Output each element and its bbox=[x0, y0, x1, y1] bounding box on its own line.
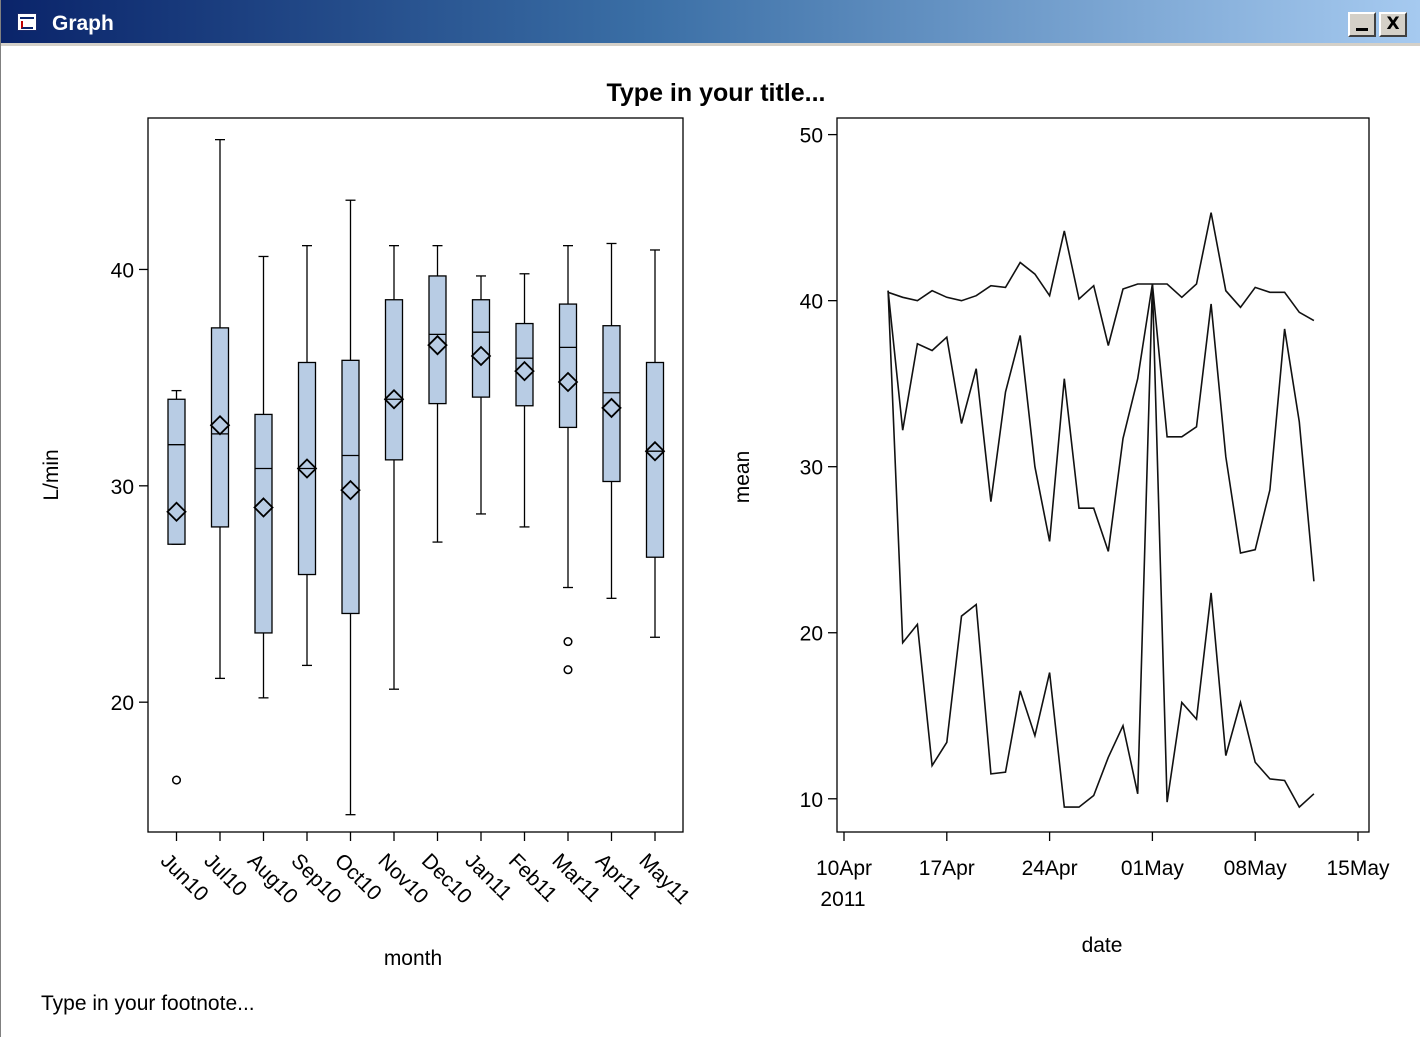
box-body bbox=[167, 398, 186, 545]
close-button[interactable]: X bbox=[1379, 12, 1407, 37]
window-titlebar[interactable]: Graph X bbox=[1, 0, 1420, 46]
line-chart-x-label: date bbox=[1082, 934, 1123, 957]
box-Jun10 bbox=[166, 389, 187, 785]
minimize-button[interactable] bbox=[1348, 12, 1376, 37]
box-body bbox=[254, 413, 273, 634]
mean-marker bbox=[470, 345, 492, 367]
x-tick-label: Mar11 bbox=[547, 849, 604, 906]
box-Mar11 bbox=[557, 245, 579, 675]
mean-marker bbox=[557, 371, 579, 393]
box-plot-y-axis: 20 30 40 bbox=[111, 259, 148, 715]
y-tick-label: 30 bbox=[111, 476, 134, 499]
y-tick-label: 40 bbox=[800, 291, 823, 314]
box-plot-x-label: month bbox=[384, 947, 442, 970]
y-tick-label: 20 bbox=[800, 623, 823, 646]
line-chart-marks bbox=[887, 212, 1315, 809]
series-line-3 bbox=[887, 283, 1315, 809]
box-plot-frame bbox=[147, 117, 684, 833]
box-plot-chart: 20 30 40 Jun10Jul10Aug10Sep10Oct10Nov10Dec… bbox=[40, 117, 694, 970]
box-Dec10 bbox=[427, 245, 448, 543]
mean-marker bbox=[644, 440, 666, 462]
x-tick-label: Apr11 bbox=[591, 849, 646, 904]
box-plot-marks bbox=[166, 138, 666, 816]
mean-marker bbox=[383, 388, 405, 410]
mean-marker bbox=[340, 479, 361, 501]
x-tick-label: 08May bbox=[1224, 857, 1288, 880]
box-Feb11 bbox=[514, 273, 535, 528]
graph-window-icon[interactable] bbox=[17, 13, 37, 31]
box-body bbox=[341, 359, 360, 615]
x-tick-sublabel: 2011 bbox=[820, 888, 865, 911]
outlier-point bbox=[563, 665, 573, 675]
x-tick-label: 24Apr bbox=[1022, 857, 1078, 880]
series-line-1 bbox=[887, 212, 1315, 346]
box-Aug10 bbox=[253, 255, 274, 699]
x-tick-label: May11 bbox=[634, 849, 694, 909]
graph-footnote: Type in your footnote... bbox=[41, 992, 255, 1015]
box-body bbox=[210, 327, 230, 528]
graph-title: Type in your title... bbox=[606, 79, 825, 107]
x-tick-label: 10Apr bbox=[816, 857, 872, 880]
y-tick-label: 30 bbox=[800, 457, 823, 480]
y-tick-label: 50 bbox=[800, 125, 823, 148]
x-tick-label: 01May bbox=[1121, 857, 1185, 880]
mean-marker bbox=[166, 501, 187, 523]
x-tick-label: Jun10 bbox=[156, 849, 213, 906]
mean-marker bbox=[209, 414, 231, 436]
outlier-point bbox=[563, 637, 573, 647]
box-Oct10 bbox=[340, 199, 361, 816]
x-tick-label: 15May bbox=[1326, 857, 1390, 880]
mean-marker bbox=[253, 497, 274, 518]
box-body bbox=[602, 325, 621, 483]
x-tick-label: 17Apr bbox=[919, 857, 975, 880]
box-body bbox=[384, 299, 404, 461]
box-Nov10 bbox=[383, 245, 405, 690]
box-body bbox=[428, 275, 447, 405]
mean-marker bbox=[296, 458, 318, 479]
mean-marker bbox=[427, 334, 448, 356]
x-tick-label: Feb11 bbox=[504, 849, 561, 906]
box-Jul10 bbox=[209, 138, 231, 680]
y-tick-label: 20 bbox=[111, 692, 134, 715]
box-body bbox=[558, 303, 578, 429]
y-tick-label: 10 bbox=[800, 789, 823, 812]
line-chart: 10 20 30 40 50 10Apr 2011 17Apr 24Apr 01May 08May… bbox=[731, 117, 1390, 957]
window-title: Graph bbox=[52, 12, 114, 35]
box-May11 bbox=[644, 249, 666, 638]
box-plot-x-axis: Jun10Jul10Aug10Sep10Oct10Nov10Dec10Jan11… bbox=[156, 832, 694, 909]
y-tick-label: 40 bbox=[111, 259, 134, 282]
outlier-point bbox=[171, 775, 182, 785]
line-chart-frame bbox=[836, 117, 1370, 833]
mean-marker bbox=[514, 360, 535, 382]
line-chart-y-axis: 10 20 30 40 50 bbox=[800, 125, 837, 812]
box-Sep10 bbox=[296, 245, 318, 667]
box-plot-y-label: L/min bbox=[40, 449, 63, 500]
mean-marker bbox=[601, 397, 622, 419]
line-chart-y-label: mean bbox=[731, 451, 754, 504]
line-chart-x-axis: 10Apr 2011 17Apr 24Apr 01May 08May 15May bbox=[816, 832, 1390, 911]
box-body bbox=[515, 322, 534, 407]
box-Jan11 bbox=[470, 275, 492, 515]
box-Apr11 bbox=[601, 242, 622, 599]
box-body bbox=[471, 299, 491, 398]
series-line-2 bbox=[887, 283, 1315, 582]
